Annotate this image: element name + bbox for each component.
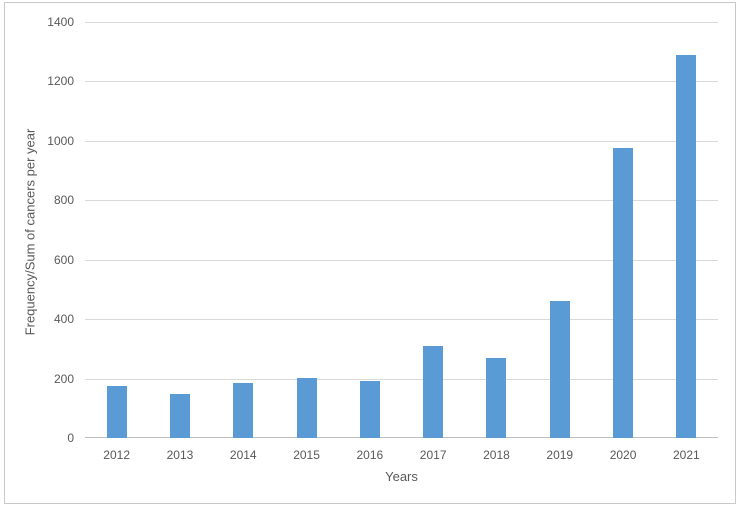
y-tick-label: 200 <box>53 372 74 386</box>
x-axis-title: Years <box>385 469 418 484</box>
y-tick-label: 800 <box>53 193 74 207</box>
gridline <box>85 319 718 320</box>
x-axis-line <box>85 437 718 438</box>
bar-2021 <box>676 55 696 438</box>
bar-2013 <box>170 394 190 438</box>
bars-layer <box>85 22 718 438</box>
x-tick-label: 2020 <box>609 448 637 462</box>
gridline <box>85 81 718 82</box>
gridline <box>85 141 718 142</box>
x-tick-label: 2012 <box>103 448 130 462</box>
x-tick-label: 2016 <box>356 448 384 462</box>
bar-2012 <box>107 386 127 438</box>
bar-2015 <box>297 378 317 438</box>
x-tick-label: 2018 <box>483 448 510 462</box>
y-tick-label: 1200 <box>47 74 74 88</box>
y-axis-title: Frequency/Sum of cancers per year <box>22 128 38 336</box>
y-tick-label: 1400 <box>47 15 74 29</box>
x-tick-label: 2013 <box>166 448 194 462</box>
gridline <box>85 200 718 201</box>
bar-2020 <box>613 148 633 438</box>
y-tick-label: 400 <box>53 312 74 326</box>
x-tick-label: 2015 <box>293 448 320 462</box>
bar-2014 <box>233 383 253 438</box>
plot-area <box>85 22 718 438</box>
gridline <box>85 22 718 23</box>
x-tick-label: 2021 <box>672 448 700 462</box>
y-tick-label: 600 <box>53 253 74 267</box>
bar-2016 <box>360 381 380 438</box>
x-tick-label: 2019 <box>546 448 574 462</box>
gridline <box>85 260 718 261</box>
y-tick-label: 0 <box>67 431 74 445</box>
y-tick-label: 1000 <box>47 134 74 148</box>
gridline <box>85 379 718 380</box>
x-tick-label: 2017 <box>419 448 447 462</box>
bar-2018 <box>486 358 506 438</box>
gridlines-layer <box>85 22 718 438</box>
x-tick-label: 2014 <box>229 448 257 462</box>
bar-2019 <box>550 301 570 438</box>
bar-2017 <box>423 346 443 438</box>
